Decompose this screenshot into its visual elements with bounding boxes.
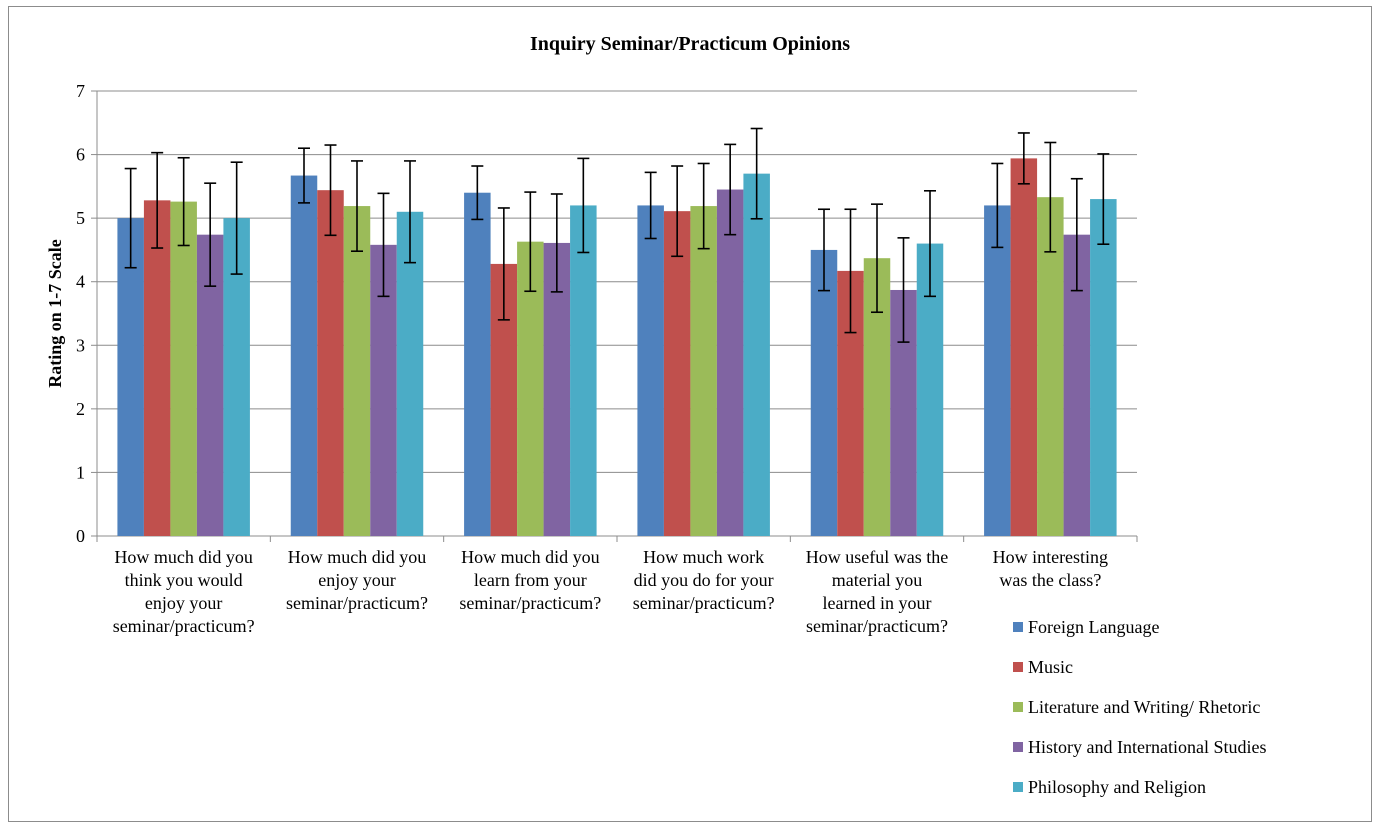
y-tick-label: 6 [76, 145, 85, 165]
bar [570, 205, 597, 536]
legend-label: Literature and Writing/ Rhetoric [1028, 696, 1261, 717]
bar [810, 249, 838, 536]
legend-label: Philosophy and Religion [1028, 776, 1207, 797]
x-category-label: How much did you enjoy your seminar/practi… [286, 547, 428, 613]
x-category-label: How interesting was the class? [992, 547, 1109, 590]
x-category-label: How much work did you do for your seminar/… [632, 547, 775, 613]
legend-swatch [1013, 662, 1023, 672]
y-tick-label: 2 [76, 399, 85, 419]
bar [290, 175, 318, 537]
bar [743, 173, 770, 536]
legend-label: Music [1028, 656, 1073, 677]
bar [464, 192, 491, 536]
bar [343, 206, 371, 537]
bar [690, 206, 717, 537]
bar [716, 189, 744, 537]
legend-swatch [1013, 702, 1023, 712]
bar [663, 211, 691, 536]
legend-label: Foreign Language [1028, 616, 1160, 637]
x-category-label: How much did you think you would enjoy you… [112, 547, 255, 636]
bar [637, 205, 664, 536]
legend-swatch [1013, 742, 1023, 752]
y-tick-label: 0 [76, 526, 85, 546]
bar [984, 205, 1011, 536]
chart-title: Inquiry Seminar/Practicum Opinions [529, 33, 851, 55]
bar [117, 218, 144, 536]
legend-item: Literature and Writing/ Rhetoric [1013, 696, 1260, 718]
legend-swatch [1013, 782, 1023, 792]
x-category-label: How useful was the material you learned in… [805, 547, 949, 636]
legend-label: History and International Studies [1028, 736, 1267, 757]
y-tick-label: 1 [76, 462, 85, 482]
bar [317, 190, 344, 536]
bar [170, 201, 197, 536]
bar [1010, 158, 1038, 536]
y-tick-label: 4 [76, 272, 85, 292]
y-axis-label: Rating on 1-7 Scale [45, 239, 65, 388]
y-tick-label: 3 [76, 335, 85, 355]
bar [396, 211, 424, 537]
x-category-label: How much did you learn from your seminar/p… [459, 547, 602, 613]
legend-item: Philosophy and Religion [1013, 776, 1206, 798]
bar [1037, 197, 1064, 536]
y-tick-label: 5 [76, 208, 85, 228]
bar [143, 200, 171, 537]
legend-item: History and International Studies [1013, 736, 1266, 758]
legend-swatch [1013, 622, 1023, 632]
bar [1090, 199, 1117, 537]
legend-item: Foreign Language [1013, 616, 1159, 638]
legend-item: Music [1013, 656, 1073, 678]
y-tick-label: 7 [76, 81, 85, 101]
